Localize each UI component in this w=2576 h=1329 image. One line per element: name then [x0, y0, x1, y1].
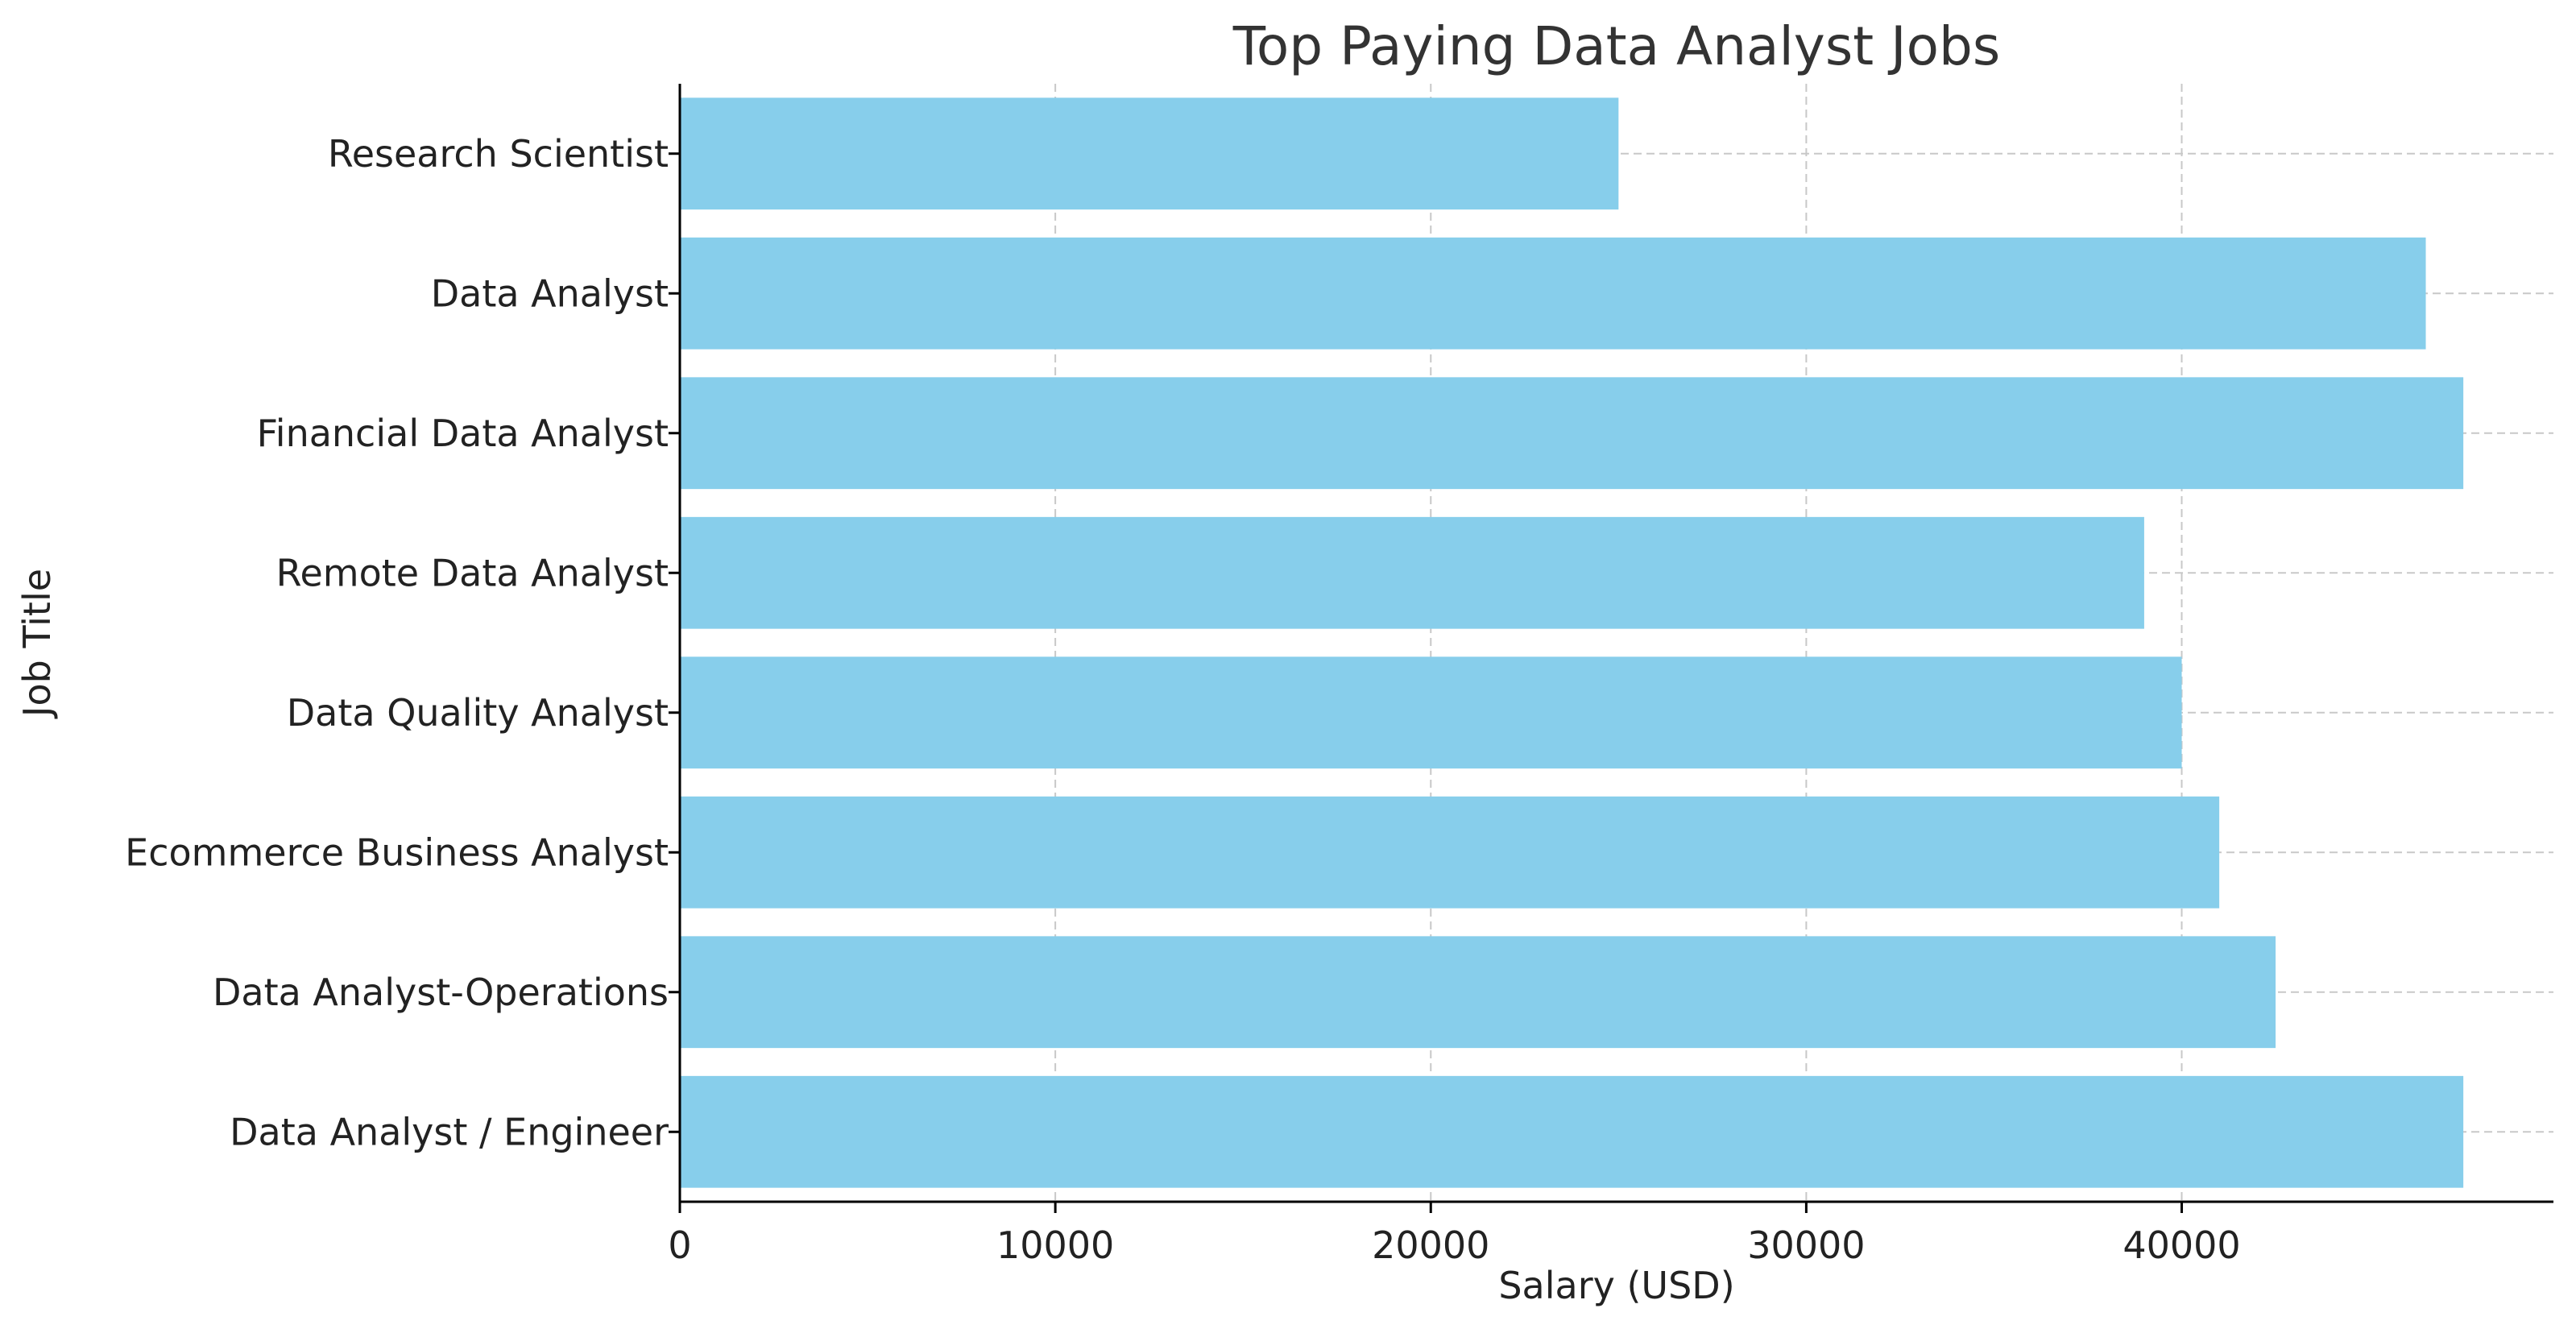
- x-axis-label: Salary (USD): [1498, 1264, 1734, 1307]
- y-tick-label: Financial Data Analyst: [257, 412, 669, 455]
- bar: [680, 936, 2276, 1049]
- x-tick-label: 30000: [1747, 1223, 1865, 1267]
- y-tick-label: Data Analyst-Operations: [213, 971, 669, 1014]
- bar: [680, 377, 2464, 490]
- bar: [680, 1075, 2464, 1188]
- y-tick-label: Remote Data Analyst: [276, 551, 669, 594]
- y-tick-label: Data Quality Analyst: [287, 691, 669, 735]
- bar: [680, 656, 2182, 769]
- x-tick-labels: 0 10000 20000 30000 40000: [668, 1202, 2241, 1267]
- axes: [678, 84, 2553, 1203]
- x-tick-label: 20000: [1372, 1223, 1489, 1267]
- y-tick-labels: Research Scientist Data Analyst Financial …: [125, 132, 680, 1153]
- x-tick-label: 40000: [2123, 1223, 2240, 1267]
- bar: [680, 516, 2144, 629]
- y-tick-label: Ecommerce Business Analyst: [125, 830, 669, 874]
- bar: [680, 97, 1619, 210]
- chart-title: Top Paying Data Analyst Jobs: [1232, 15, 2001, 77]
- y-tick-label: Research Scientist: [328, 132, 669, 176]
- y-axis-label: Job Title: [15, 569, 59, 719]
- bar: [680, 796, 2220, 909]
- y-tick-label: Data Analyst: [431, 271, 669, 315]
- x-tick-label: 10000: [996, 1223, 1114, 1267]
- bar: [680, 237, 2426, 350]
- bars: [680, 97, 2464, 1188]
- x-tick-label: 0: [668, 1223, 691, 1267]
- y-tick-label: Data Analyst / Engineer: [230, 1110, 669, 1153]
